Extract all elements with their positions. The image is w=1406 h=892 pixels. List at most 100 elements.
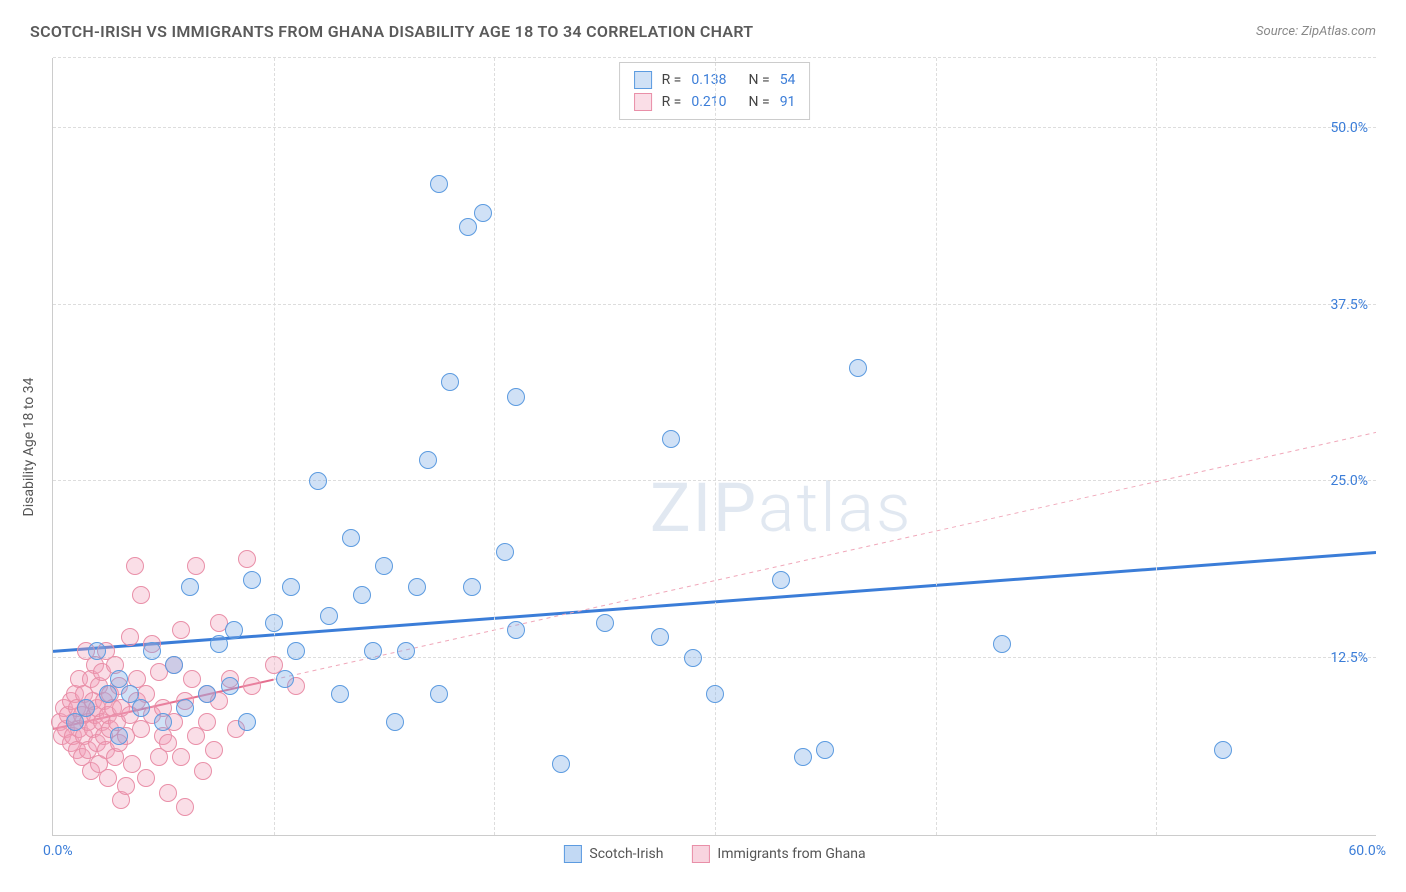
source-label: Source: ZipAtlas.com (1256, 24, 1376, 39)
series-legend-item: Immigrants from Ghana (691, 845, 865, 863)
legend-r-label: R = (662, 94, 682, 110)
scatter-point (684, 649, 702, 667)
trend-line-extrapolated (274, 432, 1377, 679)
legend-n-value: 91 (780, 94, 796, 110)
y-axis-tick-label: 12.5% (1330, 650, 1368, 666)
scatter-point (459, 218, 477, 236)
legend-n-label: N = (749, 94, 770, 110)
scatter-point (238, 713, 256, 731)
scatter-point (194, 762, 212, 780)
chart-title: SCOTCH-IRISH VS IMMIGRANTS FROM GHANA DI… (30, 22, 753, 41)
scatter-point (353, 586, 371, 604)
y-axis-tick-label: 25.0% (1330, 473, 1368, 489)
legend-n-value: 54 (780, 72, 796, 88)
scatter-point (364, 642, 382, 660)
scatter-point (441, 373, 459, 391)
scatter-point (117, 777, 135, 795)
scatter-point (198, 713, 216, 731)
scatter-point (816, 741, 834, 759)
scatter-point (596, 614, 614, 632)
scatter-point (198, 685, 216, 703)
scatter-point (662, 430, 680, 448)
scatter-point (287, 642, 305, 660)
scatter-point (496, 543, 514, 561)
scatter-point (706, 685, 724, 703)
scatter-point (342, 529, 360, 547)
scatter-point (265, 614, 283, 632)
scatter-point (132, 699, 150, 717)
scatter-point (210, 635, 228, 653)
scatter-point (225, 621, 243, 639)
series-legend-item: Scotch-Irish (563, 845, 663, 863)
y-axis-tick-label: 50.0% (1330, 120, 1368, 136)
series-legend-label: Scotch-Irish (589, 846, 663, 862)
scatter-point (110, 727, 128, 745)
legend-r-value: 0.210 (691, 94, 726, 110)
scatter-point (993, 635, 1011, 653)
scatter-point (159, 784, 177, 802)
scatter-point (143, 642, 161, 660)
scatter-point (794, 748, 812, 766)
scatter-point (386, 713, 404, 731)
legend-swatch (691, 845, 709, 863)
scatter-point (88, 642, 106, 660)
scatter-point (243, 571, 261, 589)
scatter-point (507, 388, 525, 406)
legend-n-label: N = (749, 72, 770, 88)
series-legend: Scotch-Irish Immigrants from Ghana (563, 845, 865, 863)
scatter-point (183, 670, 201, 688)
scatter-point (126, 557, 144, 575)
gridline-vertical (494, 58, 495, 835)
scatter-point (176, 699, 194, 717)
gridline-vertical (715, 58, 716, 835)
scatter-point (238, 550, 256, 568)
scatter-point (181, 578, 199, 596)
legend-r-value: 0.138 (691, 72, 726, 88)
scatter-point (408, 578, 426, 596)
legend-swatch (563, 845, 581, 863)
legend-swatch (634, 93, 652, 111)
scatter-point (397, 642, 415, 660)
gridline-vertical (936, 58, 937, 835)
scatter-point (187, 557, 205, 575)
scatter-point (99, 769, 117, 787)
scatter-point (282, 578, 300, 596)
scatter-point (375, 557, 393, 575)
gridline-vertical (1156, 58, 1157, 835)
gridline-vertical (274, 58, 275, 835)
scatter-point (205, 741, 223, 759)
scatter-point (320, 607, 338, 625)
series-legend-label: Immigrants from Ghana (717, 846, 865, 862)
scatter-point (651, 628, 669, 646)
scatter-point (849, 359, 867, 377)
scatter-point (132, 586, 150, 604)
scatter-point (154, 713, 172, 731)
scatter-point (276, 670, 294, 688)
scatter-point (507, 621, 525, 639)
scatter-point (221, 677, 239, 695)
scatter-point (172, 621, 190, 639)
scatter-point (172, 748, 190, 766)
scatter-point (165, 656, 183, 674)
scatter-point (176, 798, 194, 816)
scatter-point (331, 685, 349, 703)
chart-plot-area: Disability Age 18 to 34 0.0% 60.0% R =0.… (52, 58, 1376, 836)
scatter-point (419, 451, 437, 469)
scatter-point (159, 734, 177, 752)
legend-r-label: R = (662, 72, 682, 88)
scatter-point (309, 472, 327, 490)
x-axis-tick-start: 0.0% (43, 843, 73, 859)
scatter-point (430, 175, 448, 193)
scatter-point (474, 204, 492, 222)
scatter-point (772, 571, 790, 589)
scatter-point (121, 628, 139, 646)
scatter-point (463, 578, 481, 596)
scatter-point (123, 755, 141, 773)
scatter-point (430, 685, 448, 703)
scatter-point (137, 769, 155, 787)
y-axis-label: Disability Age 18 to 34 (21, 377, 37, 516)
scatter-point (552, 755, 570, 773)
scatter-point (1214, 741, 1232, 759)
scatter-point (243, 677, 261, 695)
legend-swatch (634, 71, 652, 89)
